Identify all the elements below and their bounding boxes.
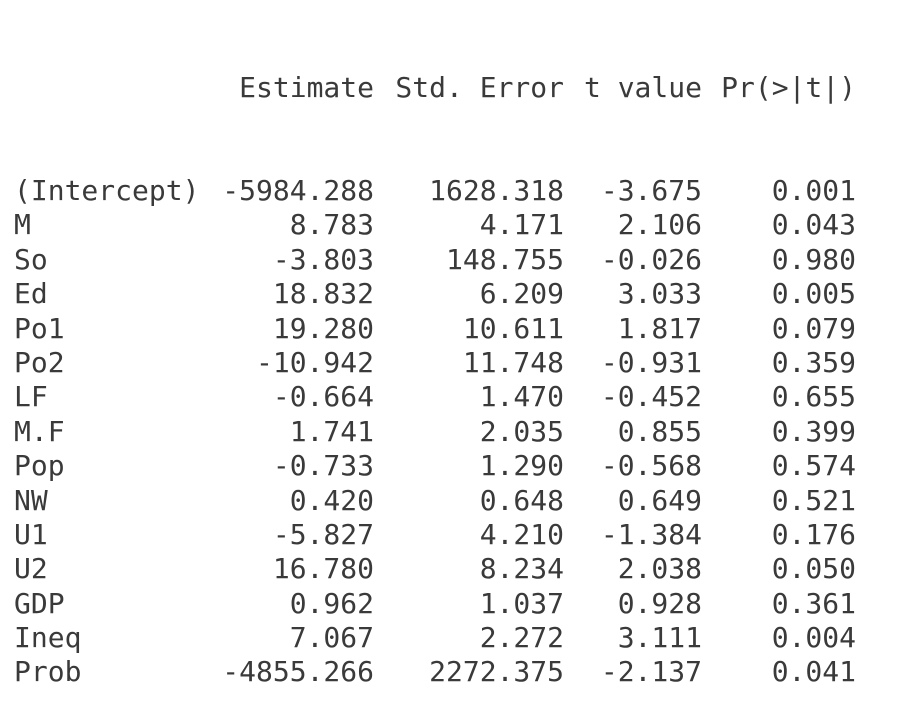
t-value-cell: 2.038: [617, 552, 702, 586]
estimate-cell: 0.420: [289, 483, 374, 517]
table-body: (Intercept) -5984.288 1628.318 -3.675 0.001 M…: [14, 174, 856, 690]
std-error-cell: 1.470: [479, 380, 564, 414]
table-row: So -3.803 148.755 -0.026 0.980: [14, 243, 856, 277]
term-cell: U2: [14, 552, 48, 586]
t-value-cell: -3.675: [600, 174, 702, 208]
p-value-cell: 0.521: [771, 483, 856, 517]
std-error-cell: 6.209: [479, 277, 564, 311]
t-value-cell: 2.106: [617, 208, 702, 242]
header-p-value: Pr(>|t|): [721, 70, 856, 104]
term-cell: M: [14, 208, 31, 242]
p-value-cell: 0.176: [771, 517, 856, 551]
table-row: GDP 0.962 1.037 0.928 0.361: [14, 587, 856, 621]
table-row: LF -0.664 1.470 -0.452 0.655: [14, 380, 856, 414]
term-cell: NW: [14, 483, 48, 517]
header-term: [14, 71, 212, 105]
regression-output-table: Estimate Std. Error t value Pr(>|t|) (In…: [14, 2, 856, 724]
t-value-cell: -1.384: [600, 517, 702, 551]
t-value-cell: 3.111: [617, 621, 702, 655]
p-value-cell: 0.359: [771, 345, 856, 379]
term-cell: Prob: [14, 655, 82, 689]
t-value-cell: -0.026: [600, 242, 702, 276]
std-error-cell: 10.611: [462, 311, 564, 345]
t-value-cell: 0.928: [617, 586, 702, 620]
std-error-cell: 1.290: [479, 449, 564, 483]
term-cell: GDP: [14, 586, 65, 620]
std-error-cell: 8.234: [479, 552, 564, 586]
t-value-cell: 0.649: [617, 483, 702, 517]
term-cell: U1: [14, 517, 48, 551]
t-value-cell: 3.033: [617, 277, 702, 311]
estimate-cell: -10.942: [255, 345, 374, 379]
estimate-cell: -3.803: [272, 242, 374, 276]
std-error-cell: 0.648: [479, 483, 564, 517]
std-error-cell: 148.755: [445, 242, 564, 276]
p-value-cell: 0.001: [771, 174, 856, 208]
t-value-cell: 0.855: [617, 414, 702, 448]
estimate-cell: 16.780: [272, 552, 374, 586]
estimate-cell: 7.067: [289, 621, 374, 655]
std-error-cell: 2.035: [479, 414, 564, 448]
estimate-cell: 18.832: [272, 277, 374, 311]
term-cell: M.F: [14, 414, 65, 448]
header-t-value: t value: [583, 70, 702, 104]
table-row: Ed 18.832 6.209 3.033 0.005: [14, 277, 856, 311]
term-cell: (Intercept): [14, 174, 200, 208]
estimate-cell: -4855.266: [222, 655, 374, 689]
std-error-cell: 4.171: [479, 208, 564, 242]
table-row: U2 16.780 8.234 2.038 0.050: [14, 552, 856, 586]
estimate-cell: -0.664: [272, 380, 374, 414]
table-row: U1 -5.827 4.210 -1.384 0.176: [14, 518, 856, 552]
header-std-error: Std. Error: [395, 70, 564, 104]
header-row: Estimate Std. Error t value Pr(>|t|): [14, 71, 856, 105]
p-value-cell: 0.399: [771, 414, 856, 448]
table-row: (Intercept) -5984.288 1628.318 -3.675 0.001: [14, 174, 856, 208]
estimate-cell: -5.827: [272, 517, 374, 551]
table-row: Po1 19.280 10.611 1.817 0.079: [14, 312, 856, 346]
estimate-cell: 0.962: [289, 586, 374, 620]
term-cell: Po1: [14, 311, 65, 345]
term-cell: So: [14, 242, 48, 276]
p-value-cell: 0.041: [771, 655, 856, 689]
term-cell: Po2: [14, 345, 65, 379]
p-value-cell: 0.050: [771, 552, 856, 586]
p-value-cell: 0.655: [771, 380, 856, 414]
table-row: M 8.783 4.171 2.106 0.043: [14, 208, 856, 242]
p-value-cell: 0.004: [771, 621, 856, 655]
estimate-cell: 8.783: [289, 208, 374, 242]
p-value-cell: 0.043: [771, 208, 856, 242]
t-value-cell: -0.452: [600, 380, 702, 414]
header-estimate: Estimate: [239, 70, 374, 104]
std-error-cell: 2272.375: [429, 655, 564, 689]
estimate-cell: 19.280: [272, 311, 374, 345]
term-cell: LF: [14, 380, 48, 414]
std-error-cell: 4.210: [479, 517, 564, 551]
estimate-cell: -0.733: [272, 449, 374, 483]
table-row: NW 0.420 0.648 0.649 0.521: [14, 484, 856, 518]
p-value-cell: 0.005: [771, 277, 856, 311]
estimate-cell: 1.741: [289, 414, 374, 448]
t-value-cell: 1.817: [617, 311, 702, 345]
p-value-cell: 0.079: [771, 311, 856, 345]
t-value-cell: -0.568: [600, 449, 702, 483]
p-value-cell: 0.980: [771, 242, 856, 276]
estimate-cell: -5984.288: [222, 174, 374, 208]
std-error-cell: 11.748: [462, 345, 564, 379]
std-error-cell: 2.272: [479, 621, 564, 655]
p-value-cell: 0.361: [771, 586, 856, 620]
table-row: Ineq 7.067 2.272 3.111 0.004: [14, 621, 856, 655]
p-value-cell: 0.574: [771, 449, 856, 483]
term-cell: Ineq: [14, 621, 82, 655]
term-cell: Pop: [14, 449, 65, 483]
table-row: Pop -0.733 1.290 -0.568 0.574: [14, 449, 856, 483]
std-error-cell: 1.037: [479, 586, 564, 620]
t-value-cell: -0.931: [600, 345, 702, 379]
table-row: M.F 1.741 2.035 0.855 0.399: [14, 415, 856, 449]
table-row: Prob -4855.266 2272.375 -2.137 0.041: [14, 655, 856, 689]
term-cell: Ed: [14, 277, 48, 311]
t-value-cell: -2.137: [600, 655, 702, 689]
std-error-cell: 1628.318: [429, 174, 564, 208]
table-row: Po2 -10.942 11.748 -0.931 0.359: [14, 346, 856, 380]
